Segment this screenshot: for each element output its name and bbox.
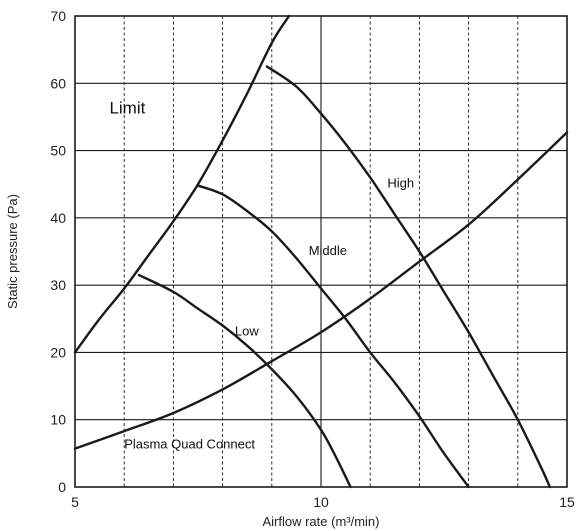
y-tick-label: 30 bbox=[50, 277, 66, 293]
series-line-low bbox=[137, 273, 352, 489]
y-tick-label: 10 bbox=[50, 412, 66, 428]
y-axis-label: Static pressure (Pa) bbox=[5, 194, 20, 309]
y-tick-label: 60 bbox=[50, 75, 66, 91]
y-tick-label: 50 bbox=[50, 143, 66, 159]
series-line-plasma-quad-connect bbox=[73, 131, 569, 450]
series-group bbox=[73, 14, 569, 489]
annotation-label: Low bbox=[235, 324, 259, 339]
grid bbox=[75, 16, 567, 487]
x-tick-label: 5 bbox=[71, 494, 79, 510]
x-axis-label: Airflow rate (m³/min) bbox=[262, 514, 379, 529]
annotations: Limit High Middle Low Plasma Quad Connect bbox=[109, 99, 414, 452]
annotation-label: High bbox=[387, 176, 414, 191]
y-tick-label: 20 bbox=[50, 344, 66, 360]
tick-labels: 5 10 15 0 10 20 30 40 50 60 70 bbox=[50, 8, 575, 510]
series-line-high bbox=[265, 65, 551, 489]
y-tick-label: 40 bbox=[50, 210, 66, 226]
annotation-label: Middle bbox=[309, 243, 347, 258]
series-line-middle bbox=[196, 184, 470, 489]
annotation-label: Plasma Quad Connect bbox=[124, 437, 255, 452]
annotation-label: Limit bbox=[109, 99, 145, 118]
x-tick-label: 15 bbox=[559, 494, 575, 510]
series-line-limit bbox=[73, 14, 291, 354]
x-tick-label: 10 bbox=[313, 494, 329, 510]
plot-frame bbox=[74, 15, 568, 488]
y-tick-label: 70 bbox=[50, 8, 66, 24]
y-tick-label: 0 bbox=[58, 479, 66, 495]
